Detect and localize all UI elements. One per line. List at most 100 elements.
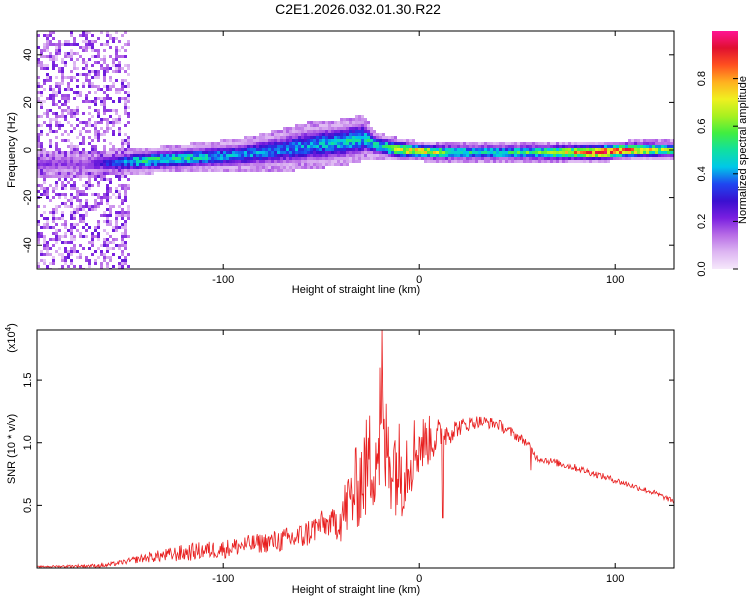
spectrogram-cell xyxy=(445,160,448,163)
spectrogram-cell xyxy=(295,151,298,154)
spectrogram-cell xyxy=(343,127,346,130)
spectrogram-cell xyxy=(73,238,76,241)
spectrogram-cell xyxy=(502,157,505,160)
spectrogram-cell xyxy=(478,151,481,154)
spectrogram-cell xyxy=(478,148,481,151)
spectrogram-cell xyxy=(121,97,124,100)
spectrogram-cell xyxy=(49,226,52,229)
spectrogram-cell xyxy=(649,151,652,154)
spectrogram-cell xyxy=(307,154,310,157)
spectrogram-cell xyxy=(55,154,58,157)
spectrogram-cell xyxy=(124,148,127,151)
spectrogram-cell xyxy=(439,154,442,157)
spectrogram-cell xyxy=(61,265,64,268)
spectrogram-cell xyxy=(103,73,106,76)
spectrogram-cell xyxy=(76,145,79,148)
spectrogram-cell xyxy=(310,124,313,127)
spectrogram-cell xyxy=(232,163,235,166)
spectrogram-cell xyxy=(559,151,562,154)
spectrogram-cell xyxy=(586,142,589,145)
spectrogram-cell xyxy=(88,121,91,124)
spectrogram-cell xyxy=(94,163,97,166)
spectrogram-cell xyxy=(334,127,337,130)
spectrogram-cell xyxy=(313,121,316,124)
spectrogram-cell xyxy=(349,139,352,142)
spectrogram-cell xyxy=(106,40,109,43)
spectrogram-cell xyxy=(391,142,394,145)
spectrogram-cell xyxy=(292,148,295,151)
spectrogram-cell xyxy=(118,211,121,214)
spectrogram-cell xyxy=(55,130,58,133)
spectrogram-cell xyxy=(346,160,349,163)
spectrogram-cell xyxy=(55,136,58,139)
spectrogram-cell xyxy=(97,166,100,169)
spectrogram-cell xyxy=(223,169,226,172)
spectrogram-cell xyxy=(106,121,109,124)
spectrogram-cell xyxy=(184,154,187,157)
spectrogram-cell xyxy=(112,241,115,244)
spectrogram-cell xyxy=(607,160,610,163)
spectrogram-cell xyxy=(493,160,496,163)
spectrogram-cell xyxy=(64,160,67,163)
spectrogram-cell xyxy=(67,166,70,169)
spectrogram-cell xyxy=(646,142,649,145)
spectrogram-cell xyxy=(52,175,55,178)
spectrogram-cell xyxy=(541,154,544,157)
spectrogram-cell xyxy=(271,136,274,139)
spectrogram-cell xyxy=(529,157,532,160)
spectrogram-cell xyxy=(265,166,268,169)
spectrogram-y-label: Frequency (Hz) xyxy=(6,112,18,188)
spectrogram-cell xyxy=(322,166,325,169)
spectrogram-cell xyxy=(37,82,40,85)
spectrogram-cell xyxy=(283,130,286,133)
spectrogram-cell xyxy=(385,157,388,160)
spectrogram-cell xyxy=(610,145,613,148)
spectrogram-cell xyxy=(235,160,238,163)
spectrogram-cell xyxy=(115,52,118,55)
spectrogram-cell xyxy=(205,163,208,166)
spectrogram-cell xyxy=(64,256,67,259)
spectrogram-cell xyxy=(301,133,304,136)
spectrogram-cell xyxy=(406,151,409,154)
spectrogram-cell xyxy=(475,154,478,157)
spectrogram-cell xyxy=(73,196,76,199)
spectrogram-cell xyxy=(229,139,232,142)
spectrogram-cell xyxy=(139,163,142,166)
spectrogram-cell xyxy=(40,187,43,190)
spectrogram-cell xyxy=(49,52,52,55)
spectrogram-cell xyxy=(370,127,373,130)
spectrogram-cell xyxy=(169,148,172,151)
spectrogram-cell xyxy=(328,154,331,157)
spectrogram-cell xyxy=(88,40,91,43)
spectrogram-cell xyxy=(106,184,109,187)
spectrogram-cell xyxy=(121,85,124,88)
spectrogram-cell xyxy=(172,148,175,151)
spectrogram-cell xyxy=(70,55,73,58)
spectrogram-cell xyxy=(127,40,130,43)
spectrogram-cell xyxy=(109,214,112,217)
spectrogram-cell xyxy=(67,151,70,154)
spectrogram-cell xyxy=(43,154,46,157)
spectrogram-cell xyxy=(103,163,106,166)
spectrogram-cell xyxy=(160,163,163,166)
spectrogram-cell xyxy=(556,151,559,154)
spectrogram-cell xyxy=(109,256,112,259)
spectrogram-cell xyxy=(571,148,574,151)
spectrogram-cell xyxy=(208,151,211,154)
spectrogram-cell xyxy=(316,124,319,127)
spectrogram-cell xyxy=(367,130,370,133)
spectrogram-cell xyxy=(661,142,664,145)
spectrogram-cell xyxy=(97,151,100,154)
spectrogram-cell xyxy=(238,142,241,145)
spectrogram-cell xyxy=(319,136,322,139)
spectrogram-cell xyxy=(262,157,265,160)
spectrogram-cell xyxy=(349,157,352,160)
spectrogram-cell xyxy=(376,133,379,136)
spectrogram-cell xyxy=(154,169,157,172)
spectrogram-cell xyxy=(85,175,88,178)
spectrogram-cell xyxy=(97,172,100,175)
spectrogram-cell xyxy=(316,166,319,169)
spectrogram-cell xyxy=(529,151,532,154)
spectrogram-cell xyxy=(154,163,157,166)
spectrogram-cell xyxy=(427,160,430,163)
